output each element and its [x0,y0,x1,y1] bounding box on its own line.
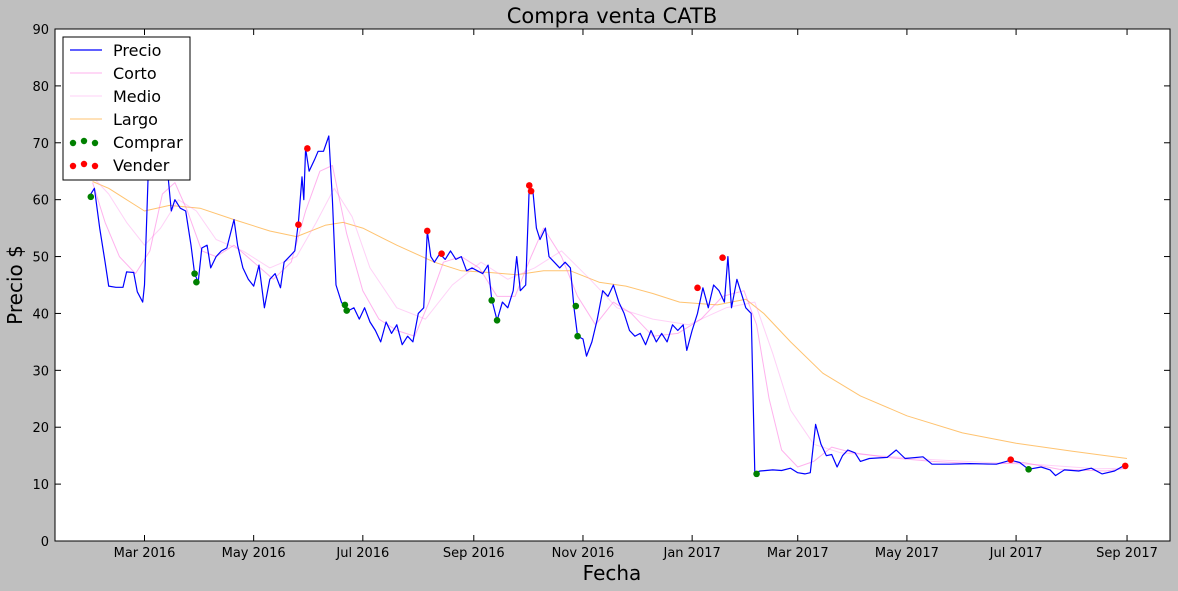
y-tick-label: 40 [32,307,49,322]
marker-comprar [574,332,581,340]
y-tick-label: 10 [32,478,49,493]
x-tick-label: May 2016 [222,546,286,561]
series-line-corto [92,165,1128,472]
x-axis: Mar 2016 May 2016 Jul 2016 Sep 2016 Nov 2016… [114,29,1158,561]
legend-label-medio: Medio [113,87,161,106]
marker-comprar [572,302,580,310]
chart-title: Compra venta CATB [507,4,718,28]
y-tick-label: 50 [32,251,49,266]
y-tick-label: 80 [32,80,49,95]
marker-vender [295,221,302,228]
x-tick-label: Jul 2017 [989,546,1043,561]
x-tick-label: Jan 2017 [663,546,721,561]
marker-comprar [341,301,349,309]
marker-vender [304,145,311,152]
marker-comprar [343,307,351,314]
series-line-medio [92,176,1128,470]
y-axis-label: Precio $ [3,245,27,325]
marker-comprar [191,270,198,277]
marker-vender [438,250,445,258]
marker-vender [719,254,726,261]
marker-vender [423,227,431,235]
y-tick-label: 20 [32,421,49,436]
y-tick-label: 30 [32,364,49,379]
legend-swatch-vender [69,162,77,170]
series-line-precio [90,135,1128,477]
x-tick-label: Jul 2016 [335,546,389,561]
legend-swatch-comprar [69,139,77,147]
legend-swatch-comprar [80,137,88,145]
marker-vender [527,187,535,195]
marker-vender [525,182,533,189]
marker-vender [1121,462,1129,470]
legend: Precio Corto Medio Largo Comprar Vender [62,36,191,181]
marker-comprar [488,297,495,304]
marker-comprar [493,316,501,324]
x-tick-label: May 2017 [875,546,939,561]
legend-swatch-vender [91,162,99,170]
marker-comprar [87,193,95,201]
x-tick-label: Sep 2016 [443,546,505,561]
legend-box [62,36,191,181]
plot-frame [54,28,1171,542]
x-tick-label: Nov 2016 [552,546,615,561]
series-line-largo [92,181,1128,459]
marker-comprar [1025,466,1032,473]
y-tick-label: 60 [32,194,49,209]
marker-comprar [753,470,760,478]
x-axis-label: Fecha [583,561,642,585]
legend-swatch-comprar [91,139,99,147]
legend-swatch-vender [80,160,88,168]
marker-vender [1007,456,1015,463]
x-tick-label: Mar 2016 [114,546,176,561]
plot-area [55,29,1170,541]
legend-label-corto: Corto [113,64,157,83]
y-tick-label: 90 [32,23,49,38]
legend-label-largo: Largo [113,110,158,129]
legend-label-vender: Vender [113,156,170,175]
data-layer [87,135,1129,478]
y-tick-label: 70 [32,137,49,152]
marker-comprar [193,278,200,286]
legend-label-comprar: Comprar [113,133,183,152]
legend-label-precio: Precio [113,41,161,60]
x-tick-label: Sep 2017 [1096,546,1158,561]
x-tick-label: Mar 2017 [767,546,829,561]
marker-vender [694,284,701,292]
y-tick-label: 0 [41,535,49,550]
y-axis: 0 10 20 30 40 50 60 70 80 90 [32,23,1170,550]
